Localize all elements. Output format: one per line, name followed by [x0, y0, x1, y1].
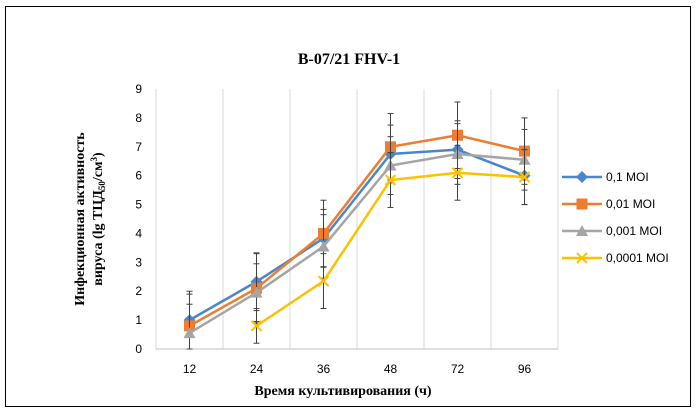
data-point: [250, 320, 263, 332]
marker-stroke: [451, 167, 464, 179]
y-axis-title-line2: вируса (lg ТЦД50/см3): [89, 152, 107, 286]
legend-marker: [576, 225, 588, 236]
series-line: [188, 152, 525, 335]
legend-item-2: 0,01 MOI: [562, 197, 655, 211]
data-point: [183, 327, 196, 339]
y-axis-ticks: 0 1 2 3 4 5 6 7 8 9: [135, 82, 142, 356]
marker-stroke: [576, 252, 588, 264]
marker-stroke: [518, 171, 531, 183]
y-axis-title-suffix: ): [91, 152, 106, 157]
series-4: [250, 144, 531, 344]
y-tick-label: 2: [135, 284, 142, 298]
x-tick-label: 96: [518, 362, 532, 376]
data-point: [317, 240, 330, 252]
legend-item-3: 0,001 MOI: [562, 224, 662, 238]
chart-title: B-07/21 FHV-1: [298, 51, 400, 68]
series-layer: [183, 101, 531, 350]
y-axis-title-sup: 3: [89, 156, 99, 161]
legend-label: 0,01 MOI: [606, 197, 655, 211]
data-point: [518, 171, 531, 183]
y-tick-label: 3: [135, 255, 142, 269]
legend-item-4: 0,0001 MOI: [562, 251, 669, 265]
y-axis-title-mid: /см: [91, 161, 106, 182]
x-tick-label: 24: [250, 362, 264, 376]
y-axis-title-sub: 50: [97, 181, 107, 191]
y-tick-label: 9: [135, 82, 142, 96]
grid-lines: [155, 89, 559, 349]
legend-marker: [576, 171, 588, 183]
x-axis-ticks: 12 24 36 48 72 96: [183, 362, 532, 376]
legend-label: 0,0001 MOI: [606, 251, 669, 265]
y-tick-label: 0: [135, 342, 142, 356]
y-tick-label: 8: [135, 111, 142, 125]
data-point: [250, 286, 263, 298]
y-tick-label: 4: [135, 226, 142, 240]
marker-stroke: [317, 275, 330, 287]
data-point: [317, 275, 330, 287]
legend-marker: [576, 252, 588, 264]
legend-label: 0,001 MOI: [606, 224, 662, 238]
x-tick-label: 36: [317, 362, 331, 376]
x-tick-label: 48: [384, 362, 398, 376]
y-tick-label: 5: [135, 198, 142, 212]
x-tick-label: 72: [451, 362, 465, 376]
y-tick-label: 1: [135, 313, 142, 327]
legend-marker: [576, 198, 588, 210]
data-point: [384, 174, 397, 186]
data-point: [451, 167, 464, 179]
x-tick-label: 12: [183, 362, 197, 376]
series-line: [188, 133, 525, 327]
y-axis-title-prefix: вируса (lg ТЦД: [91, 190, 106, 286]
marker-stroke: [384, 174, 397, 186]
marker-stroke: [250, 320, 263, 332]
y-tick-label: 7: [135, 140, 142, 154]
legend-label: 0,1 MOI: [606, 170, 649, 184]
x-axis-title: Время культивирования (ч): [254, 384, 432, 399]
y-tick-label: 6: [135, 169, 142, 183]
legend: 0,1 MOI 0,01 MOI 0,001 MOI 0,0001 MOI: [562, 170, 669, 265]
legend-item-1: 0,1 MOI: [562, 170, 649, 184]
y-axis-title-line1: Инфекционная активность: [73, 132, 88, 306]
y-axis-title: Инфекционная активность вируса (lg ТЦД50…: [73, 132, 107, 306]
